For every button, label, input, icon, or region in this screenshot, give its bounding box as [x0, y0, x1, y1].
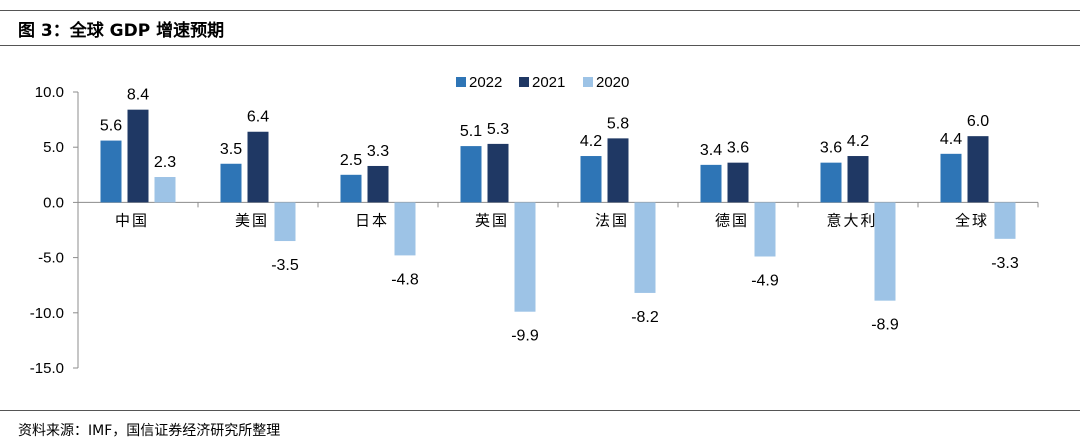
data-label-2020: -8.2	[631, 309, 659, 326]
bar-2022	[100, 140, 122, 203]
data-label-2021: 5.3	[487, 121, 509, 138]
y-tick-label: -5.0	[38, 250, 64, 267]
data-label-2021: 8.4	[127, 87, 149, 104]
legend-swatch-2021	[519, 77, 529, 87]
bars	[100, 109, 1016, 312]
data-label-2020: -4.8	[391, 271, 419, 288]
x-category-label: 日本	[355, 212, 389, 229]
data-labels: 5.6 8.4 2.3 3.5 6.4 -3.5 2.5 3.3 -4.8 5.1 5.3 -9.9 4…	[100, 87, 1019, 345]
bar-2020	[874, 202, 896, 301]
bar-2022	[460, 146, 482, 203]
bar-2022	[700, 164, 722, 203]
legend-label-2022: 2022	[469, 74, 502, 91]
bar-2020	[154, 177, 176, 203]
y-tick-label: -15.0	[30, 360, 64, 377]
bar-2020	[754, 202, 776, 257]
bar-2022	[220, 163, 242, 203]
bar-2020	[394, 202, 416, 256]
data-label-2022: 4.2	[580, 133, 602, 150]
data-label-2020: -3.3	[991, 255, 1019, 272]
y-axis: 10.0 5.0 0.0 -5.0 -10.0 -15.0	[30, 84, 79, 377]
bar-2021	[607, 138, 629, 203]
legend-label-2021: 2021	[532, 74, 565, 91]
data-label-2021: 6.4	[247, 109, 269, 126]
bar-2020	[274, 202, 296, 242]
y-tick-label: 0.0	[43, 194, 64, 211]
bar-2021	[847, 156, 869, 203]
data-label-2022: 5.6	[100, 118, 122, 135]
data-label-2022: 3.4	[700, 142, 722, 159]
x-category-label: 德国	[715, 211, 749, 229]
data-label-2022: 3.6	[820, 140, 842, 157]
bar-2021	[487, 143, 509, 203]
bar-2021	[127, 109, 149, 203]
bottom-rule	[0, 410, 1080, 411]
x-category-label: 中国	[115, 212, 149, 229]
x-category-label: 美国	[235, 212, 269, 229]
data-label-2020: 2.3	[154, 154, 176, 171]
bar-2021	[727, 162, 749, 203]
data-label-2021: 3.3	[367, 143, 389, 160]
x-category-label: 全球	[955, 211, 989, 229]
legend-label-2020: 2020	[596, 74, 629, 91]
gdp-growth-chart: 10.0 5.0 0.0 -5.0 -10.0 -15.0 中国 美国 日本 英国 法国 德国 意大利…	[30, 74, 1039, 377]
title-rule	[0, 45, 1080, 46]
data-label-2020: -8.9	[871, 317, 899, 334]
bar-2021	[367, 165, 389, 203]
legend: 2022 2021 2020	[456, 74, 629, 91]
bar-2021	[967, 136, 989, 203]
data-label-2022: 2.5	[340, 152, 362, 169]
data-label-2021: 5.8	[607, 115, 629, 132]
top-rule	[0, 10, 1080, 11]
data-label-2020: -9.9	[511, 328, 539, 345]
bar-2020	[994, 202, 1016, 239]
figure-title: 图 3：全球 GDP 增速预期	[18, 21, 225, 41]
data-label-2022: 4.4	[940, 131, 962, 148]
bar-2020	[634, 202, 656, 293]
bar-2021	[247, 131, 269, 203]
data-label-2022: 3.5	[220, 141, 242, 158]
y-tick-label: 5.0	[43, 139, 64, 156]
data-label-2021: 4.2	[847, 133, 869, 150]
data-label-2022: 5.1	[460, 123, 482, 140]
bar-2022	[340, 174, 362, 203]
source-note: 资料来源：IMF，国信证券经济研究所整理	[18, 423, 281, 439]
y-tick-label: 10.0	[35, 84, 64, 101]
legend-swatch-2022	[456, 77, 466, 87]
bar-2022	[580, 156, 602, 203]
x-category-label: 英国	[475, 211, 509, 229]
data-label-2021: 6.0	[967, 113, 989, 130]
data-label-2020: -4.9	[751, 272, 779, 289]
bar-2022	[820, 162, 842, 203]
x-category-label: 意大利	[826, 211, 877, 229]
data-label-2020: -3.5	[271, 257, 299, 274]
y-tick-label: -10.0	[30, 305, 64, 322]
data-label-2021: 3.6	[727, 140, 749, 157]
legend-swatch-2020	[583, 77, 593, 87]
x-category-label: 法国	[595, 212, 629, 229]
bar-2022	[940, 153, 962, 203]
bar-2020	[514, 202, 536, 312]
